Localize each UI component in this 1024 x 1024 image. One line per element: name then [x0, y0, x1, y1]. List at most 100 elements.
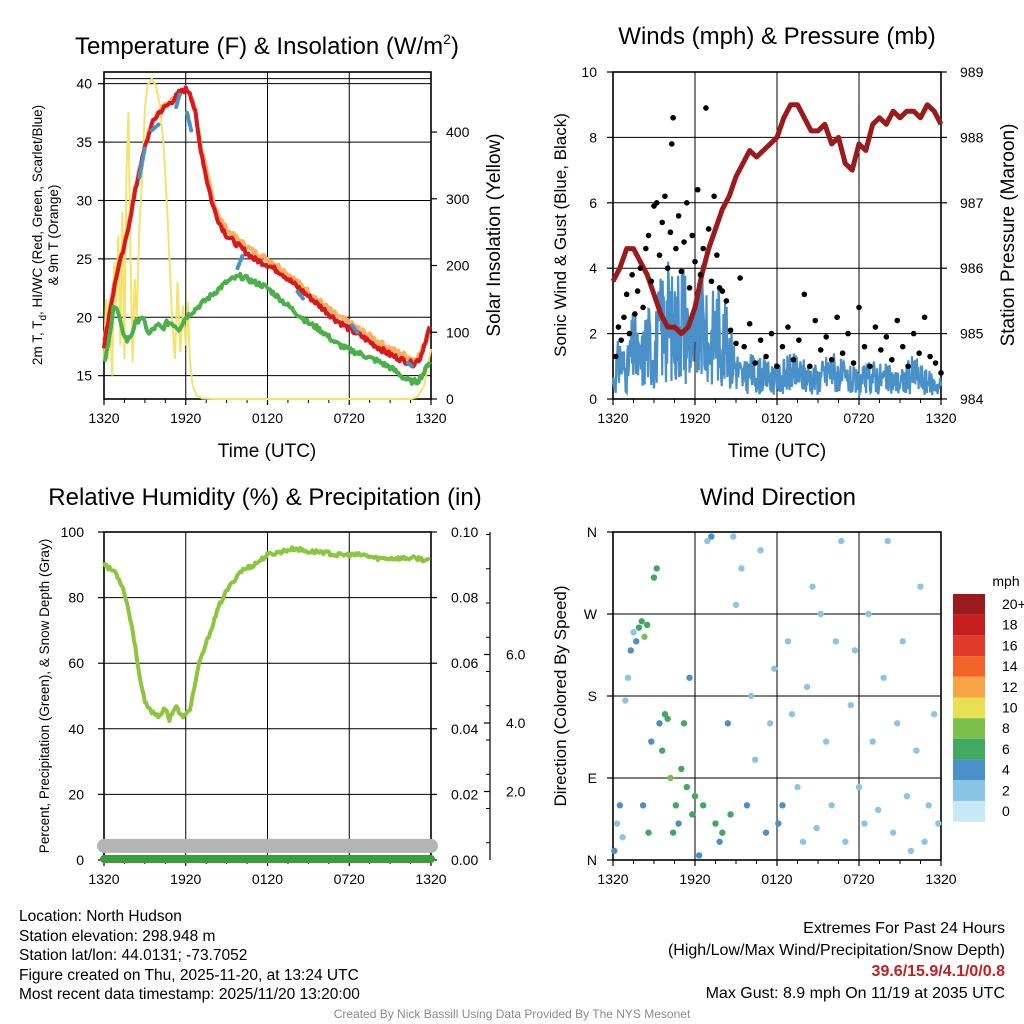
speed-legend-label: 16 — [1002, 637, 1018, 653]
direction-point — [823, 738, 830, 745]
gust-point — [883, 334, 890, 340]
gust-point — [667, 229, 674, 236]
humidity-x-tick-label: 1320 — [415, 871, 446, 887]
direction-y-tick-label: S — [588, 688, 597, 704]
speed-legend-label: 10 — [1002, 700, 1018, 716]
gust-point — [612, 353, 619, 360]
gust-point — [774, 363, 780, 370]
gust-point — [670, 114, 676, 121]
temp-x-tick-label: 0120 — [252, 410, 283, 426]
extremes-subtitle: (High/Low/Max Wind/Precipitation/Snow De… — [667, 941, 1005, 959]
winds-y-axis-label: Sonic Wind & Gust (Blue, Black) — [551, 113, 570, 357]
speed-legend-label: 12 — [1002, 679, 1018, 695]
direction-point — [730, 533, 737, 540]
gust-point — [684, 200, 690, 206]
winds-y-tick-label: 8 — [589, 129, 597, 145]
direction-point — [788, 711, 796, 718]
gust-point — [932, 360, 939, 366]
pressure-y-tick-label: 986 — [960, 260, 984, 276]
snow-depth-tick-label: 4.0 — [506, 715, 526, 731]
gust-point — [615, 324, 622, 330]
speed-legend-label: 0 — [1002, 803, 1010, 819]
speed-legend-label: 4 — [1002, 762, 1010, 778]
direction-point — [865, 610, 872, 618]
direction-point — [732, 601, 740, 609]
gust-point — [894, 317, 901, 324]
direction-point — [622, 697, 629, 704]
gust-point — [807, 363, 813, 370]
gust-point — [708, 278, 715, 285]
speed-legend-swatch — [953, 697, 985, 719]
gust-point — [927, 353, 933, 360]
gust-point — [812, 317, 819, 324]
direction-point — [907, 847, 915, 855]
winds-y-tick-label: 4 — [589, 260, 597, 276]
speed-legend-swatch — [953, 656, 985, 677]
direction-point — [727, 811, 734, 818]
direction-point — [672, 802, 680, 809]
direction-point — [930, 711, 938, 718]
winds-x-tick-label: 1320 — [925, 410, 956, 426]
gust-point — [623, 291, 630, 298]
temp-y-axis-label-line1: 2m T, Td, HI/WC (Red, Green, Scarlet/Blu… — [30, 105, 49, 365]
gust-point — [828, 356, 835, 363]
precip-y-tick-label: 0.10 — [451, 524, 478, 540]
humidity-y-tick-label: 20 — [68, 786, 84, 802]
direction-point — [678, 765, 685, 773]
temp-x-tick-label: 0720 — [334, 410, 365, 426]
gust-point — [916, 350, 922, 357]
gust-point — [763, 353, 769, 360]
direction-y-tick-label: W — [584, 606, 598, 622]
gust-point — [733, 340, 739, 347]
temp-hiwc-segment — [349, 323, 360, 335]
direction-point — [803, 683, 811, 691]
direction-point — [917, 583, 924, 590]
direction-point — [817, 610, 824, 618]
direction-point — [627, 647, 634, 654]
gust-point — [626, 330, 633, 337]
direction-point — [704, 537, 711, 545]
direction-point — [784, 638, 792, 645]
direction-point — [680, 720, 688, 727]
gust-point — [648, 278, 655, 285]
winds-x-tick-label: 0720 — [843, 410, 874, 426]
insolation-y-tick-label: 100 — [446, 324, 470, 340]
speed-legend-swatch — [953, 594, 985, 615]
direction-point — [747, 692, 755, 700]
direction-point — [889, 829, 897, 836]
direction-point — [925, 802, 932, 809]
direction-point — [645, 829, 652, 836]
direction-point — [689, 811, 696, 818]
temp-dewpoint-line — [102, 271, 432, 386]
temp-y-tick-label: 15 — [76, 368, 92, 384]
direction-point — [656, 720, 663, 727]
direction-point — [683, 783, 690, 791]
gust-point — [689, 232, 696, 239]
direction-point — [691, 793, 699, 800]
temp-y-axis-label-subscript: d — [38, 315, 49, 321]
gust-point — [664, 265, 671, 272]
snow-depth-tick-label: 2.0 — [506, 784, 526, 800]
speed-legend-swatch — [953, 635, 985, 657]
temp-x-tick-label: 1320 — [88, 410, 119, 426]
winds-chart-title: Winds (mph) & Pressure (mb) — [618, 23, 935, 50]
direction-point — [828, 802, 835, 809]
gust-point — [801, 291, 808, 298]
gust-point — [629, 271, 635, 278]
gust-point — [872, 324, 879, 330]
direction-point — [903, 793, 911, 800]
temp-2m-line — [102, 85, 432, 369]
insolation-y-tick-label: 0 — [446, 391, 454, 407]
gust-point — [632, 311, 638, 317]
temp-hiwc-segment — [235, 252, 245, 271]
direction-point — [619, 834, 626, 841]
gust-point — [634, 288, 641, 294]
speed-legend-label: 2 — [1002, 782, 1010, 798]
gust-point — [779, 343, 786, 350]
winds-x-tick-label: 1920 — [679, 410, 710, 426]
gust-point — [662, 193, 668, 200]
gust-point — [700, 245, 706, 252]
max-gust-text: Max Gust: 8.9 mph On 11/19 at 2035 UTC — [705, 984, 1005, 1002]
speed-legend-swatch — [953, 718, 985, 739]
speed-legend-swatch — [953, 780, 985, 801]
